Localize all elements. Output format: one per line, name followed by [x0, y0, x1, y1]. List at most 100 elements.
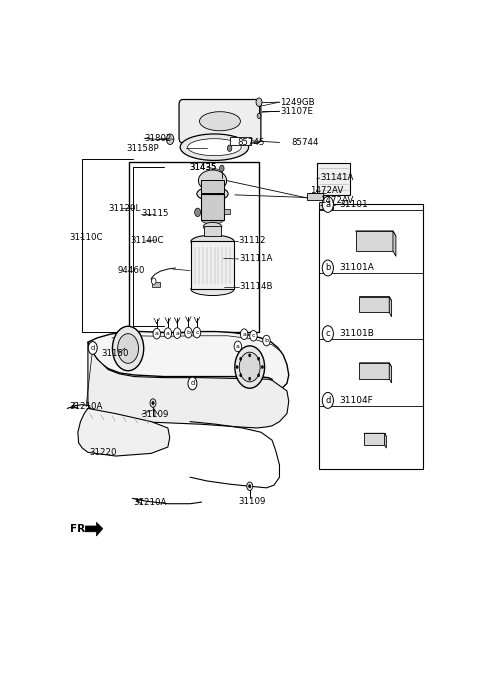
- Text: 31140C: 31140C: [130, 237, 163, 246]
- Text: 31111A: 31111A: [240, 255, 273, 264]
- Text: 31120L: 31120L: [108, 204, 141, 213]
- Circle shape: [185, 327, 192, 338]
- Circle shape: [228, 145, 232, 151]
- Text: 31101A: 31101A: [340, 264, 374, 272]
- Text: c: c: [325, 329, 330, 338]
- Circle shape: [112, 326, 144, 371]
- Circle shape: [249, 484, 251, 488]
- Text: 1249GB: 1249GB: [280, 98, 315, 107]
- Text: 31101: 31101: [340, 200, 369, 209]
- Text: b: b: [186, 330, 191, 335]
- Bar: [129, 162, 259, 332]
- Circle shape: [250, 330, 257, 341]
- Polygon shape: [78, 409, 170, 456]
- Ellipse shape: [191, 235, 234, 248]
- Text: 31112: 31112: [239, 237, 266, 246]
- Ellipse shape: [204, 233, 221, 240]
- Circle shape: [240, 352, 260, 382]
- Text: 31141A: 31141A: [321, 173, 354, 182]
- Polygon shape: [389, 363, 392, 383]
- Text: 31150: 31150: [101, 350, 129, 358]
- Ellipse shape: [203, 222, 222, 231]
- Text: a: a: [242, 332, 246, 336]
- Circle shape: [152, 402, 154, 405]
- Circle shape: [150, 399, 156, 407]
- Text: 31110C: 31110C: [69, 233, 103, 241]
- Text: d: d: [190, 380, 194, 387]
- Ellipse shape: [198, 170, 227, 191]
- Polygon shape: [364, 433, 386, 436]
- Text: 1472AV: 1472AV: [321, 195, 354, 204]
- FancyBboxPatch shape: [179, 100, 261, 143]
- Circle shape: [234, 341, 241, 352]
- Circle shape: [193, 327, 201, 338]
- Text: 31802: 31802: [145, 133, 172, 142]
- Polygon shape: [85, 522, 103, 536]
- Polygon shape: [360, 297, 392, 301]
- Text: 85745: 85745: [238, 138, 265, 147]
- Text: 31210A: 31210A: [133, 497, 167, 506]
- Polygon shape: [88, 332, 289, 391]
- Text: 31109: 31109: [141, 409, 168, 419]
- Circle shape: [261, 365, 264, 369]
- Circle shape: [322, 197, 334, 213]
- Bar: [202, 180, 224, 193]
- Circle shape: [188, 377, 197, 390]
- Text: b: b: [264, 338, 268, 343]
- Ellipse shape: [202, 215, 224, 224]
- Circle shape: [322, 260, 334, 276]
- Text: 31158P: 31158P: [126, 144, 159, 153]
- Bar: [319, 204, 423, 469]
- Text: 31220: 31220: [90, 448, 117, 457]
- Circle shape: [118, 334, 139, 363]
- Polygon shape: [360, 297, 389, 312]
- Text: a: a: [175, 331, 179, 336]
- Circle shape: [153, 328, 160, 339]
- Text: FR.: FR.: [71, 524, 90, 534]
- Bar: [317, 163, 350, 195]
- Circle shape: [258, 374, 260, 377]
- Text: 1472AV: 1472AV: [310, 186, 343, 195]
- Circle shape: [249, 354, 251, 357]
- Text: 31104F: 31104F: [340, 396, 373, 405]
- Polygon shape: [364, 433, 384, 445]
- Bar: [307, 193, 323, 200]
- Bar: [152, 282, 160, 287]
- Circle shape: [322, 325, 334, 342]
- Text: d: d: [91, 345, 95, 351]
- Ellipse shape: [202, 190, 224, 199]
- Circle shape: [322, 392, 334, 409]
- Text: 31115: 31115: [141, 209, 168, 219]
- Polygon shape: [356, 231, 396, 236]
- Circle shape: [249, 377, 251, 380]
- Text: a: a: [325, 200, 330, 209]
- Text: 94460: 94460: [118, 266, 145, 275]
- Polygon shape: [356, 231, 393, 251]
- Ellipse shape: [191, 283, 234, 296]
- Circle shape: [258, 357, 260, 361]
- Text: a: a: [166, 331, 170, 336]
- Circle shape: [240, 357, 242, 361]
- Text: c: c: [252, 333, 255, 338]
- Circle shape: [88, 342, 97, 354]
- Circle shape: [256, 98, 262, 107]
- Circle shape: [236, 365, 238, 369]
- Text: a: a: [155, 331, 159, 336]
- Text: a: a: [236, 344, 240, 349]
- Polygon shape: [384, 433, 386, 448]
- Circle shape: [235, 346, 264, 388]
- Ellipse shape: [197, 187, 228, 201]
- Circle shape: [219, 165, 224, 171]
- Text: 31114B: 31114B: [240, 282, 273, 291]
- Ellipse shape: [180, 134, 249, 160]
- Bar: [319, 202, 334, 208]
- Polygon shape: [360, 363, 389, 378]
- Circle shape: [195, 208, 201, 217]
- Bar: [202, 194, 224, 219]
- Ellipse shape: [200, 111, 240, 131]
- Polygon shape: [88, 342, 289, 428]
- Ellipse shape: [188, 139, 241, 155]
- Circle shape: [173, 328, 181, 338]
- Circle shape: [240, 329, 248, 339]
- Text: 31101B: 31101B: [340, 329, 374, 338]
